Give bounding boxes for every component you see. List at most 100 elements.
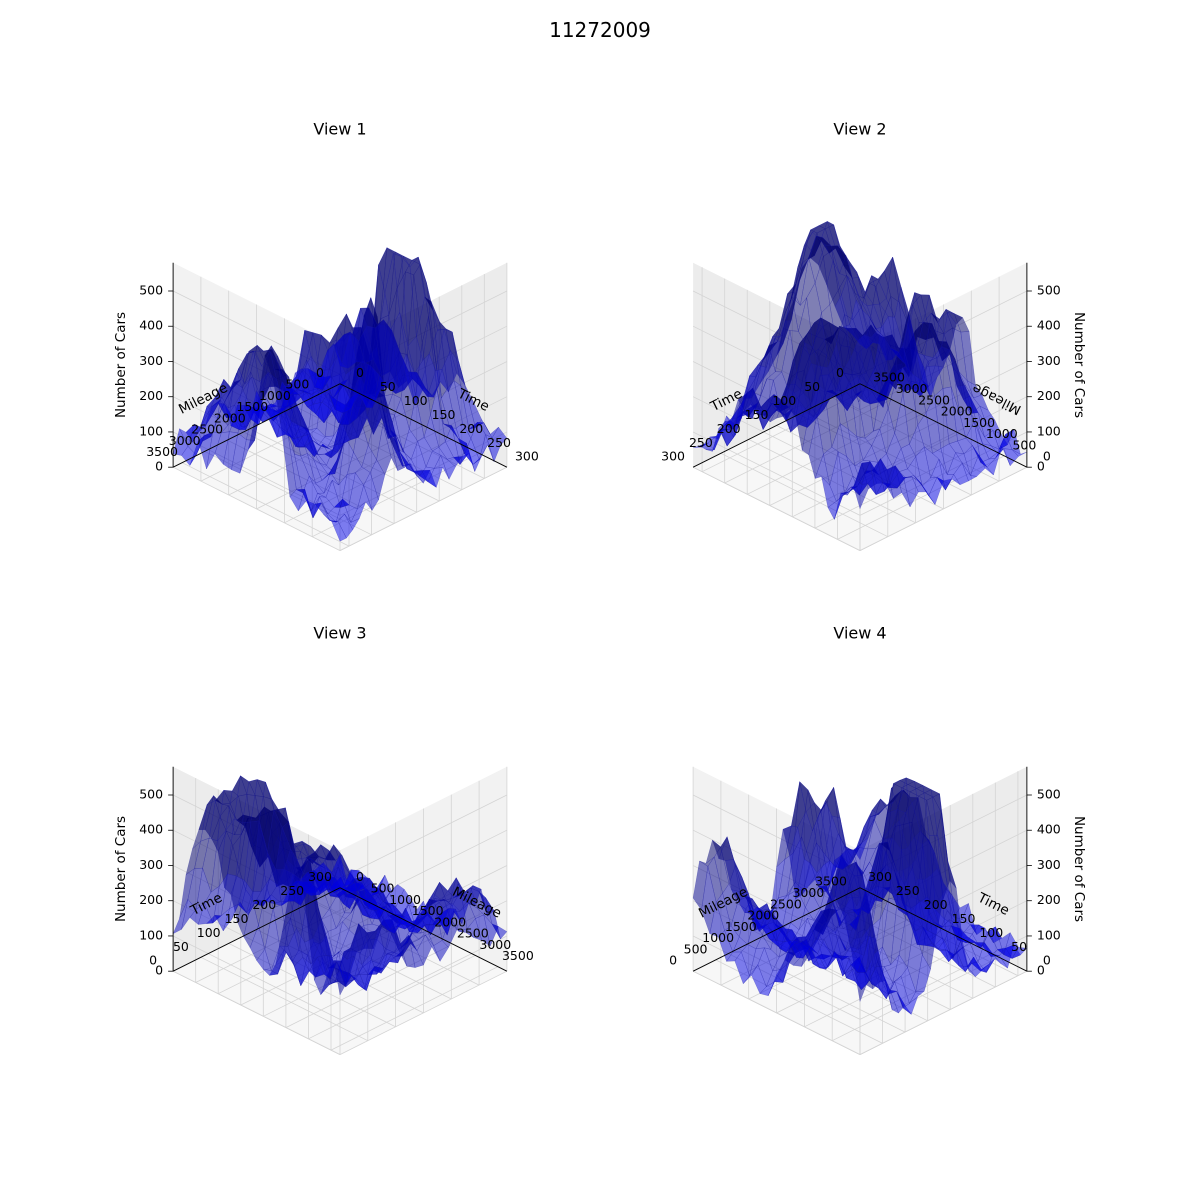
x-tick-label: 2500: [191, 422, 223, 437]
y-axis-line: [859, 887, 1028, 972]
z-tick-label: 200: [139, 892, 163, 907]
x-tick-label: 2000: [941, 404, 973, 419]
y-tick-label: 50: [380, 379, 396, 394]
chart-view-4: 0500100015002000250030003500Mileage05010…: [669, 624, 1087, 1055]
gridline-z-2: [339, 466, 508, 551]
surface: [172, 247, 508, 542]
z-tick-label: 400: [139, 822, 163, 837]
y-tick-label: 0: [1043, 953, 1051, 968]
y-axis-line: [339, 383, 508, 468]
z-tick-label: 500: [1037, 787, 1061, 802]
z-tick-label: 100: [139, 424, 163, 439]
z-tick-label: 500: [139, 787, 163, 802]
x-tick-label: 0: [356, 869, 364, 884]
surface-facet: [331, 853, 347, 879]
gridline-z-2: [172, 970, 341, 1055]
z-tick-label: 200: [139, 388, 163, 403]
gridline-z-2: [692, 466, 861, 551]
y-tick-label: 150: [225, 911, 249, 926]
y-tick-label: 150: [432, 407, 456, 422]
x-tick-label: 0: [669, 953, 677, 968]
z-tick-label: 400: [139, 318, 163, 333]
surface-facet: [851, 333, 867, 350]
z-axis-label: Number of Cars: [113, 312, 129, 418]
gridline-z: [339, 970, 508, 1055]
gridline-z: [692, 970, 861, 1055]
x-tick-label: 3500: [502, 948, 534, 963]
z-tick-label: 100: [1037, 424, 1061, 439]
x-tick-label: 1000: [259, 388, 291, 403]
x-axis-line: [172, 383, 341, 468]
y-tick-label: 250: [280, 883, 304, 898]
y-tick-label: 150: [745, 407, 769, 422]
x-tick-label: 500: [684, 941, 708, 956]
x-tick-label: 1500: [236, 399, 268, 414]
x-tick-label: 0: [316, 365, 324, 380]
panel-view-3: 0 500 1000 1500 2000 2500 3000 3500 Mileage 0 50 10…: [100, 614, 580, 1094]
z-axis-label: Number of Cars: [1071, 312, 1087, 418]
panel-view-4: 0 500 1000 1500 2000 2500 3000 3500 Mileage 0 50 10…: [620, 614, 1100, 1094]
z-tick-label: 100: [1037, 928, 1061, 943]
x-tick-label: 2500: [918, 392, 950, 407]
z-tick-label: 0: [155, 963, 163, 978]
x-tick-label: 2000: [434, 914, 466, 929]
y-tick-label: 100: [404, 393, 428, 408]
x-tick-label: 1500: [412, 903, 444, 918]
x-tick-label: 2000: [747, 908, 779, 923]
x-tick-label: 2000: [214, 410, 246, 425]
y-tick-label: 300: [308, 869, 332, 884]
z-tick-label: 500: [1037, 283, 1061, 298]
y-axis-line: [172, 887, 341, 972]
gridline-z: [172, 466, 341, 551]
x-tick-label: 1000: [986, 426, 1018, 441]
x-tick-label: 3000: [792, 885, 824, 900]
y-tick-label: 300: [661, 449, 685, 464]
z-tick-label: 300: [1037, 353, 1061, 368]
x-tick-label: 500: [371, 881, 395, 896]
x-tick-label: 2500: [770, 896, 802, 911]
z-tick-label: 100: [139, 928, 163, 943]
gridline-z: [339, 794, 508, 879]
z-axis-label: Number of Cars: [113, 816, 129, 922]
y-tick-label: 200: [717, 421, 741, 436]
y-tick-label: 50: [804, 379, 820, 394]
y-tick-label: 300: [515, 449, 539, 464]
z-tick-label: 500: [139, 283, 163, 298]
x-axis-line: [859, 383, 1028, 468]
surface-facet: [986, 926, 1003, 944]
x-tick-label: 1500: [725, 919, 757, 934]
y-tick-label: 250: [896, 883, 920, 898]
y-tick-label: 150: [952, 911, 976, 926]
panel-title: View 3: [313, 624, 366, 643]
x-tick-label: 1000: [389, 892, 421, 907]
y-tick-label: 100: [772, 393, 796, 408]
z-axis-label: Number of Cars: [1071, 816, 1087, 922]
z-tick-label: 300: [139, 857, 163, 872]
x-tick-label: 3500: [815, 874, 847, 889]
panel-title: View 2: [833, 120, 886, 139]
surface: [692, 777, 1028, 1015]
y-tick-label: 250: [689, 435, 713, 450]
y-tick-label: 200: [252, 897, 276, 912]
surface-facet: [333, 343, 349, 369]
x-axis-line: [339, 887, 508, 972]
y-tick-label: 300: [868, 869, 892, 884]
x-tick-label: 3500: [873, 370, 905, 385]
gridline-z: [339, 935, 508, 1020]
y-axis-line: [692, 383, 861, 468]
surface: [172, 775, 508, 996]
axis-labels: 0500100015002000250030003500Mileage05010…: [113, 624, 534, 978]
x-axis-line: [692, 887, 861, 972]
x-tick-label: 500: [285, 377, 309, 392]
z-tick-label: 300: [139, 353, 163, 368]
y-tick-label: 250: [487, 435, 511, 450]
z-tick-label: 200: [1037, 388, 1061, 403]
x-tick-label: 3500: [146, 444, 178, 459]
x-tick-label: 3000: [479, 937, 511, 952]
gridline-z-2: [859, 970, 1028, 1055]
y-tick-label: 0: [149, 953, 157, 968]
x-tick-label: 3000: [169, 433, 201, 448]
y-tick-label: 50: [173, 939, 189, 954]
z-tick-label: 400: [1037, 822, 1061, 837]
